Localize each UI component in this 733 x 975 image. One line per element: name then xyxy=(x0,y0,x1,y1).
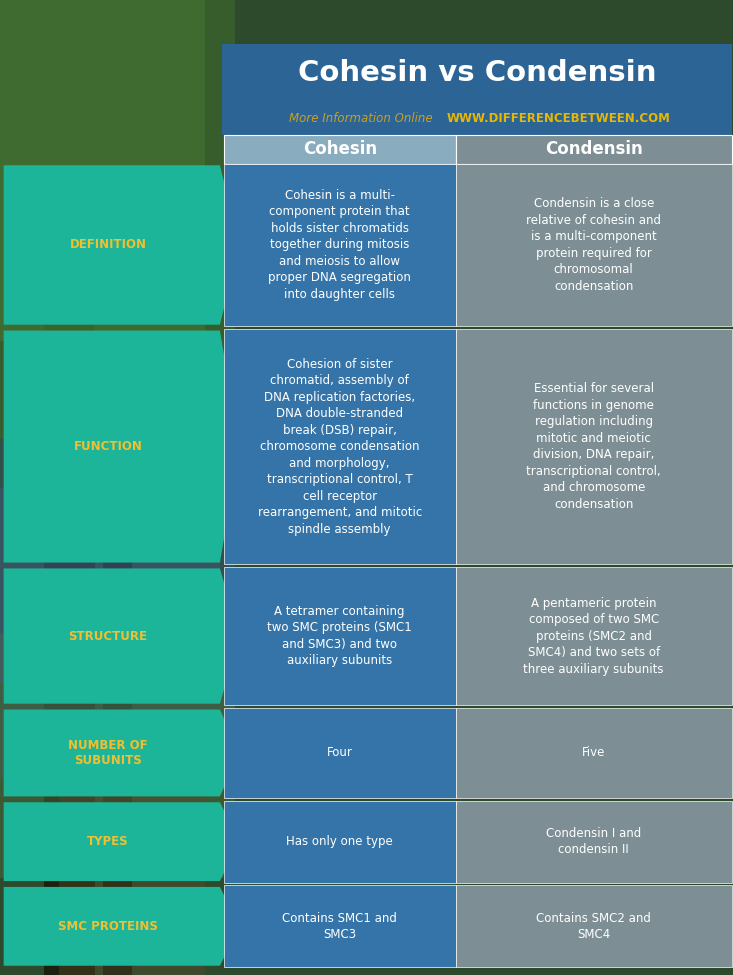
FancyBboxPatch shape xyxy=(0,488,220,682)
Text: SMC PROTEINS: SMC PROTEINS xyxy=(58,919,158,933)
Polygon shape xyxy=(4,568,240,704)
FancyBboxPatch shape xyxy=(224,330,456,564)
FancyBboxPatch shape xyxy=(224,708,456,798)
FancyBboxPatch shape xyxy=(456,708,732,798)
Text: Five: Five xyxy=(582,747,605,760)
Text: Contains SMC2 and
SMC4: Contains SMC2 and SMC4 xyxy=(537,912,651,941)
FancyBboxPatch shape xyxy=(0,0,235,439)
FancyBboxPatch shape xyxy=(222,102,732,135)
Text: STRUCTURE: STRUCTURE xyxy=(69,630,147,643)
Polygon shape xyxy=(4,802,240,881)
FancyBboxPatch shape xyxy=(0,634,235,878)
Text: Essential for several
functions in genome
regulation including
mitotic and meiot: Essential for several functions in genom… xyxy=(526,382,661,511)
Polygon shape xyxy=(4,331,240,563)
FancyBboxPatch shape xyxy=(456,135,732,164)
Text: Cohesin is a multi-
component protein that
holds sister chromatids
together duri: Cohesin is a multi- component protein th… xyxy=(268,189,411,301)
FancyBboxPatch shape xyxy=(224,135,456,164)
FancyBboxPatch shape xyxy=(0,0,205,341)
Text: NUMBER OF
SUBUNITS: NUMBER OF SUBUNITS xyxy=(68,739,148,767)
Text: Has only one type: Has only one type xyxy=(287,836,393,848)
FancyBboxPatch shape xyxy=(44,244,95,975)
Text: Condensin is a close
relative of cohesin and
is a multi-component
protein requir: Condensin is a close relative of cohesin… xyxy=(526,197,661,292)
Text: FUNCTION: FUNCTION xyxy=(74,440,142,453)
Text: A pentameric protein
composed of two SMC
proteins (SMC2 and
SMC4) and two sets o: A pentameric protein composed of two SMC… xyxy=(523,597,664,676)
FancyBboxPatch shape xyxy=(456,800,732,882)
Polygon shape xyxy=(4,710,240,797)
Text: Cohesin: Cohesin xyxy=(303,140,377,158)
FancyBboxPatch shape xyxy=(59,731,205,975)
FancyBboxPatch shape xyxy=(456,164,732,327)
Polygon shape xyxy=(4,887,240,965)
FancyBboxPatch shape xyxy=(224,885,456,967)
Text: WWW.DIFFERENCEBETWEEN.COM: WWW.DIFFERENCEBETWEEN.COM xyxy=(447,112,671,125)
Text: Condensin I and
condensin II: Condensin I and condensin II xyxy=(546,827,641,856)
Text: Cohesin vs Condensin: Cohesin vs Condensin xyxy=(298,59,656,87)
FancyBboxPatch shape xyxy=(224,567,456,705)
FancyBboxPatch shape xyxy=(222,44,732,102)
FancyBboxPatch shape xyxy=(456,330,732,564)
Text: Four: Four xyxy=(327,747,353,760)
Text: Contains SMC1 and
SMC3: Contains SMC1 and SMC3 xyxy=(282,912,397,941)
Text: TYPES: TYPES xyxy=(87,836,129,848)
FancyBboxPatch shape xyxy=(456,567,732,705)
FancyBboxPatch shape xyxy=(224,800,456,882)
FancyBboxPatch shape xyxy=(0,439,235,780)
Polygon shape xyxy=(4,165,240,325)
Text: DEFINITION: DEFINITION xyxy=(70,239,147,252)
Text: A tetramer containing
two SMC proteins (SMC1
and SMC3) and two
auxiliary subunit: A tetramer containing two SMC proteins (… xyxy=(268,604,412,667)
FancyBboxPatch shape xyxy=(224,164,456,327)
Text: Cohesion of sister
chromatid, assembly of
DNA replication factories,
DNA double-: Cohesion of sister chromatid, assembly o… xyxy=(257,358,422,535)
FancyBboxPatch shape xyxy=(103,341,132,975)
FancyBboxPatch shape xyxy=(456,885,732,967)
Text: Condensin: Condensin xyxy=(545,140,643,158)
Text: More Information Online: More Information Online xyxy=(289,112,440,125)
